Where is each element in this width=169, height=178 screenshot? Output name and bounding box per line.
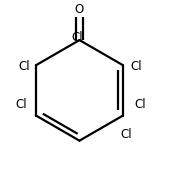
Text: Cl: Cl — [71, 31, 83, 44]
Text: Cl: Cl — [15, 98, 27, 111]
Text: Cl: Cl — [131, 60, 142, 73]
Text: O: O — [75, 3, 84, 16]
Text: Cl: Cl — [120, 128, 132, 141]
Text: Cl: Cl — [18, 60, 30, 73]
Text: Cl: Cl — [134, 98, 146, 111]
